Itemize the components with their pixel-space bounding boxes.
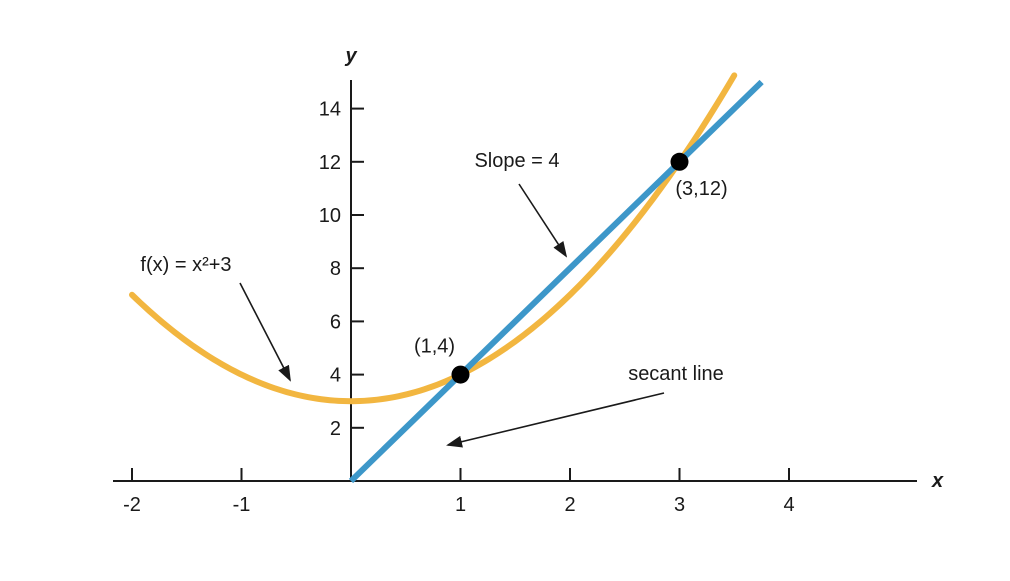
x-tick-label: 3 <box>674 494 685 516</box>
secant-line <box>348 79 764 484</box>
y-axis-ticks: 2 4 6 8 10 12 14 <box>319 99 364 440</box>
points-layer: (1,4) (3,12) <box>414 152 728 384</box>
secant-annotation: secant line <box>628 363 724 385</box>
x-tick-label: -1 <box>233 494 251 516</box>
y-tick-label: 6 <box>330 311 341 333</box>
secant-annotation-arrow <box>446 392 665 448</box>
slope-annotation: Slope = 4 <box>474 150 559 172</box>
y-tick-label: 12 <box>319 152 341 174</box>
x-tick-label: -2 <box>123 494 141 516</box>
y-tick-label: 2 <box>330 418 341 440</box>
intersection-point <box>670 152 689 171</box>
series-layer <box>129 72 764 484</box>
intersection-point <box>451 365 470 384</box>
y-axis-title: y <box>344 45 357 67</box>
x-axis-title: x <box>931 470 944 492</box>
point-label: (1,4) <box>414 336 455 358</box>
slope-annotation-arrow <box>518 183 568 258</box>
x-tick-label: 1 <box>455 494 466 516</box>
function-annotation: f(x) = x²+3 <box>140 254 231 276</box>
y-tick-label: 8 <box>330 258 341 280</box>
function-curve <box>129 72 738 405</box>
function-annotation-arrow <box>239 282 291 382</box>
point-label: (3,12) <box>675 178 727 200</box>
x-tick-label: 4 <box>783 494 794 516</box>
x-tick-label: 2 <box>564 494 575 516</box>
x-axis-ticks: -2 -1 1 2 3 4 <box>123 468 795 516</box>
y-tick-label: 14 <box>319 99 341 121</box>
y-tick-label: 4 <box>330 365 341 387</box>
y-tick-label: 10 <box>319 205 341 227</box>
